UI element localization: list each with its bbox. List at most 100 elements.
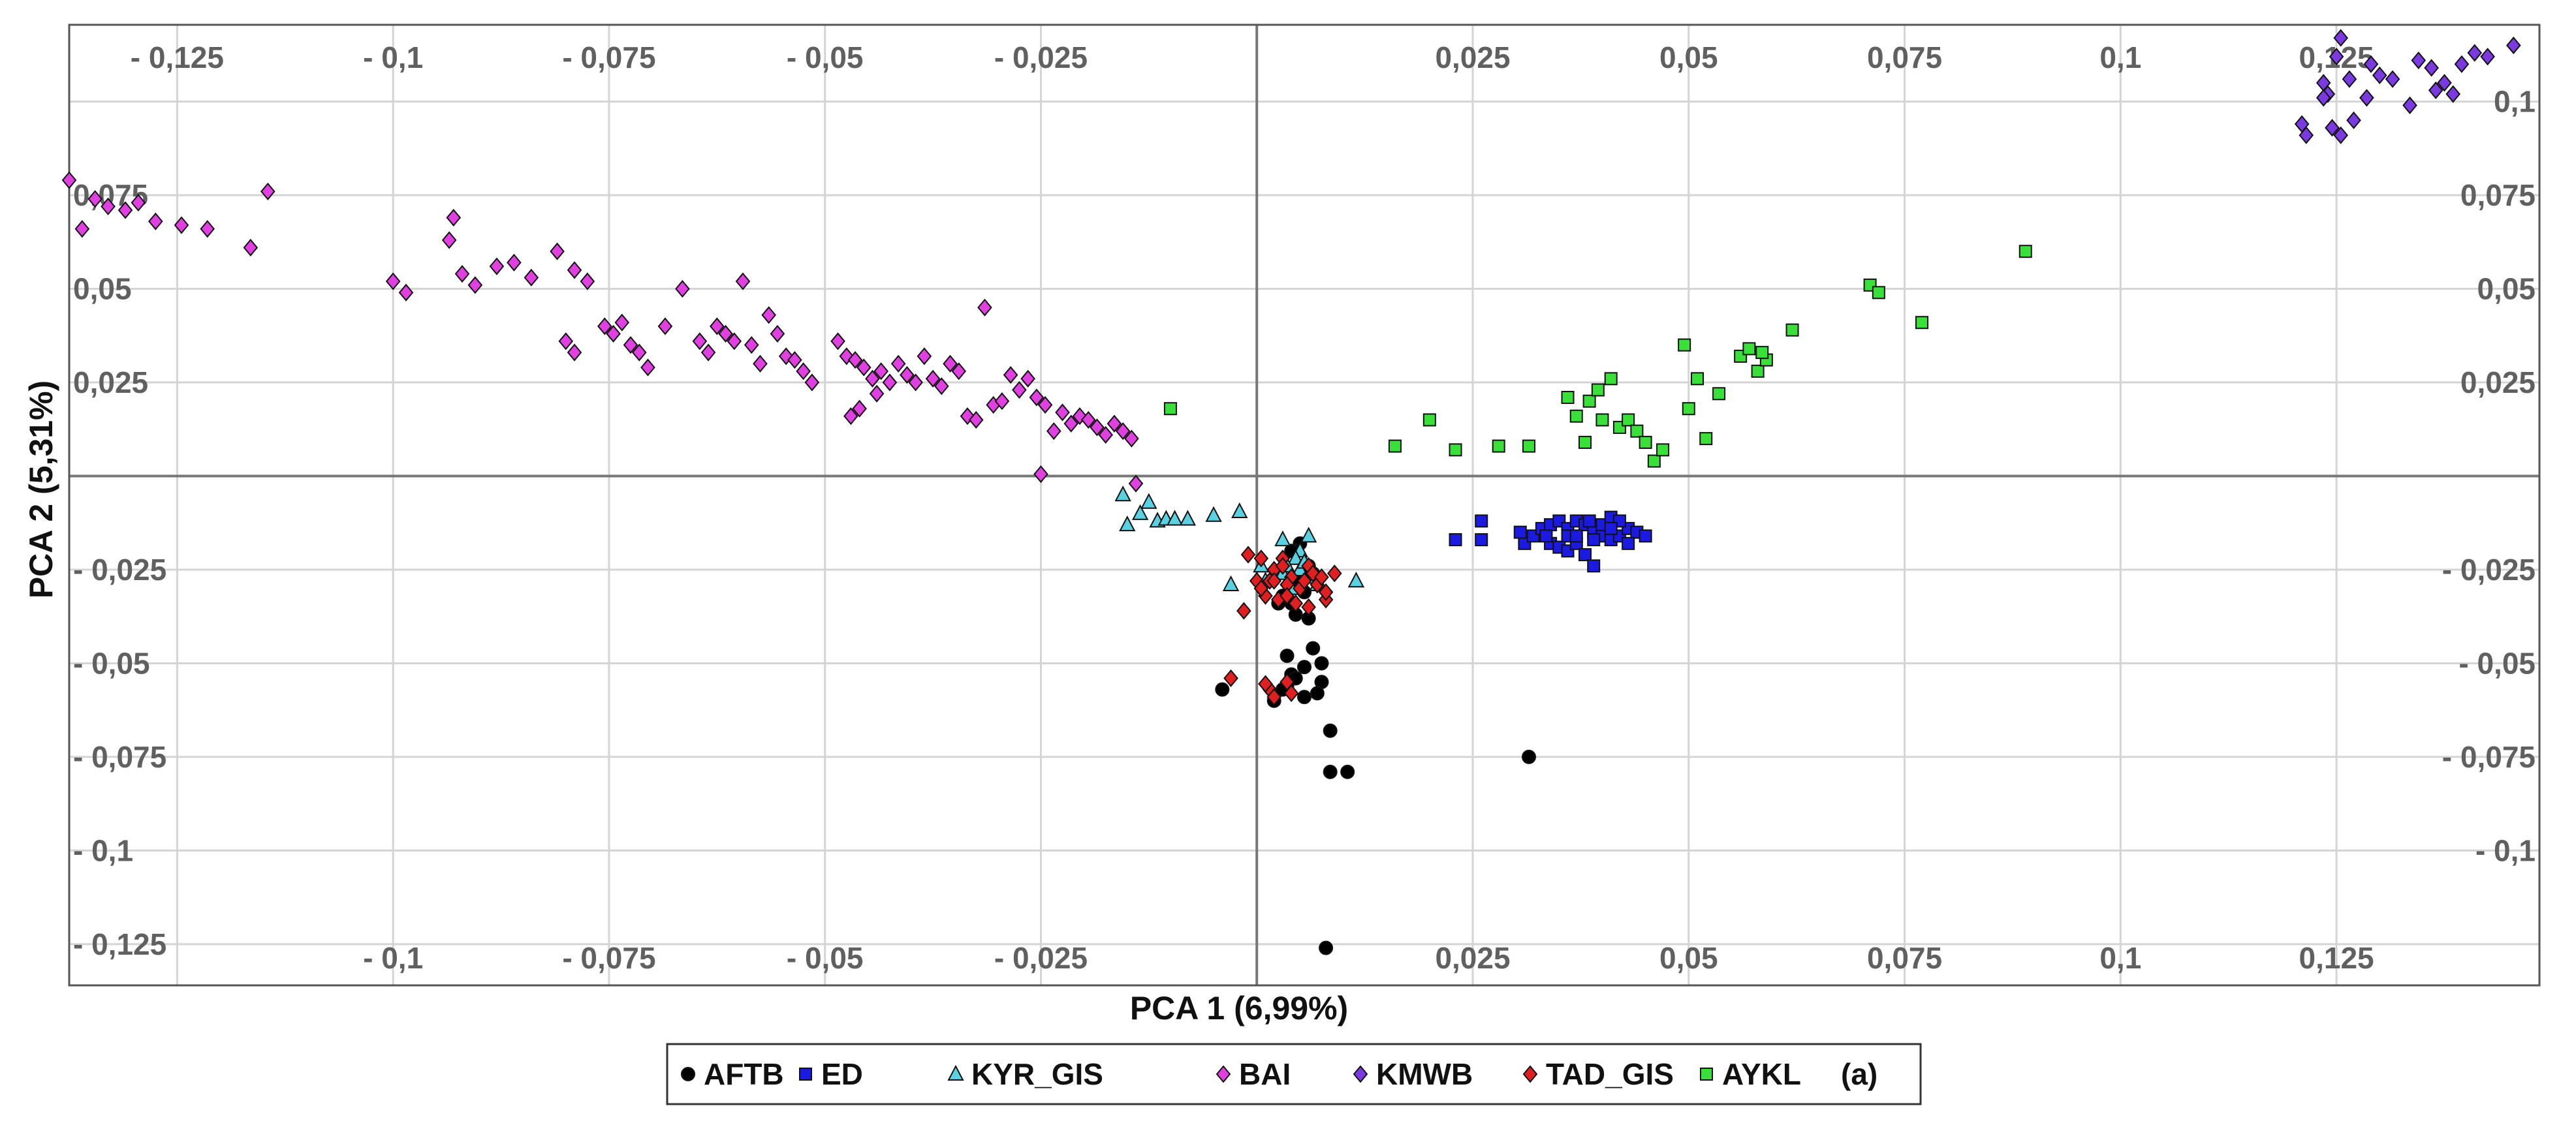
point-aykl-28 xyxy=(1785,323,1799,337)
point-bai-30 xyxy=(675,280,690,298)
point-kyr-gis-8 xyxy=(1205,506,1222,522)
x-tick-label-bottom-4: 0,025 xyxy=(1435,941,1510,975)
point-aykl-14 xyxy=(1630,424,1644,438)
legend-marker-aftb xyxy=(681,1067,695,1081)
point-bai-76 xyxy=(1098,425,1113,444)
y-tick-label-left-2: 0,025 xyxy=(73,365,148,399)
point-aykl-8 xyxy=(1582,394,1596,408)
legend-item-bai: BAI xyxy=(1216,1057,1291,1091)
point-kmwb-2 xyxy=(2316,89,2331,107)
point-kyr-gis-16 xyxy=(1222,575,1240,591)
point-bai-24 xyxy=(606,324,621,343)
point-aykl-27 xyxy=(1755,346,1769,360)
point-bai-48 xyxy=(856,358,872,377)
point-aftb-21 xyxy=(1310,686,1325,701)
point-bai-16 xyxy=(467,276,483,294)
zero-axes xyxy=(69,25,2539,985)
y-tick-label-right-6: - 0,075 xyxy=(2442,740,2536,774)
point-aftb-24 xyxy=(1323,723,1338,738)
point-bai-53 xyxy=(900,366,915,384)
point-kmwb-6 xyxy=(2359,89,2374,107)
point-bai-6 xyxy=(174,216,189,234)
x-tick-label-top-6: 0,05 xyxy=(1659,40,1718,74)
point-aftb-23 xyxy=(1215,682,1230,697)
point-tad-gis-22 xyxy=(1266,688,1281,706)
x-tick-label-bottom-6: 0,075 xyxy=(1867,941,1942,975)
point-aykl-16 xyxy=(1647,454,1661,468)
point-bai-9 xyxy=(74,220,90,238)
legend-marker-ed xyxy=(799,1068,812,1081)
point-bai-3 xyxy=(118,201,133,219)
legend-item-aykl: AYKL xyxy=(1700,1057,1801,1091)
point-bai-42 xyxy=(787,351,802,369)
legend-label-aftb: AFTB xyxy=(704,1057,784,1091)
point-bai-49 xyxy=(865,369,880,388)
y-tick-label-right-1: 0,075 xyxy=(2460,178,2536,212)
y-tick-label-right-3: 0,025 xyxy=(2460,365,2536,399)
point-bai-4 xyxy=(131,194,146,212)
point-aykl-4 xyxy=(1522,439,1535,453)
point-bai-38 xyxy=(753,354,768,373)
point-tad-gis-15 xyxy=(1236,602,1251,620)
point-bai-82 xyxy=(852,399,867,418)
legend-item-aftb: AFTB xyxy=(681,1057,784,1091)
point-bai-58 xyxy=(943,354,958,373)
point-bai-86 xyxy=(1128,474,1144,493)
point-tad-gis-29 xyxy=(1301,598,1316,616)
point-tad-gis-27 xyxy=(1314,568,1329,587)
point-bai-43 xyxy=(796,362,811,380)
point-aykl-21 xyxy=(1699,432,1713,446)
point-kmwb-7 xyxy=(2372,66,2387,85)
y-tick-label-left-1: 0,05 xyxy=(73,272,132,306)
point-ed-34 xyxy=(1604,521,1618,535)
point-bai-68 xyxy=(1029,388,1045,407)
point-ed-28 xyxy=(1622,536,1635,550)
point-bai-0 xyxy=(61,171,77,189)
point-kmwb-22 xyxy=(2506,37,2521,55)
series-kmwb xyxy=(2294,29,2521,144)
point-tad-gis-25 xyxy=(1280,673,1295,691)
point-aykl-13 xyxy=(1622,413,1635,427)
point-kyr-gis-2 xyxy=(1114,485,1131,502)
point-kyr-gis-11 xyxy=(1300,527,1317,543)
y-axis-title: PCA 2 (5,31%) xyxy=(23,380,59,598)
point-ed-23 xyxy=(1579,548,1592,562)
plot-area-border xyxy=(68,23,2541,987)
point-bai-8 xyxy=(243,238,259,257)
point-bai-37 xyxy=(744,336,759,354)
point-ed-33 xyxy=(1569,529,1583,543)
point-aykl-5 xyxy=(1561,391,1575,405)
point-bai-79 xyxy=(1124,429,1139,448)
point-bai-55 xyxy=(917,347,932,365)
point-bai-7 xyxy=(200,220,215,238)
point-bai-57 xyxy=(934,377,949,395)
point-aftb-13 xyxy=(1314,656,1329,671)
point-tad-gis-30 xyxy=(1266,572,1281,590)
x-tick-label-bottom-1: - 0,075 xyxy=(562,941,655,975)
point-tad-gis-14 xyxy=(1296,572,1312,590)
point-bai-74 xyxy=(1080,410,1096,429)
point-bai-18 xyxy=(507,253,522,271)
point-bai-61 xyxy=(968,410,984,429)
point-bai-59 xyxy=(951,362,967,380)
point-aykl-6 xyxy=(1569,409,1583,423)
x-tick-labels-bottom: - 0,1 - 0,075 - 0,05 - 0,025 0,025 0,05 0,075 0… xyxy=(363,941,2374,975)
point-kmwb-8 xyxy=(2385,70,2400,88)
point-aykl-32 xyxy=(2018,245,2032,258)
panel-label: (a) xyxy=(1841,1057,1877,1091)
point-bai-28 xyxy=(640,358,655,377)
point-aykl-18 xyxy=(1678,338,1691,352)
point-bai-81 xyxy=(869,384,885,403)
point-bai-5 xyxy=(148,212,163,230)
point-bai-29 xyxy=(657,317,673,335)
point-ed-1 xyxy=(1475,514,1488,528)
legend-marker-aykl xyxy=(1700,1068,1713,1081)
point-aykl-24 xyxy=(1742,342,1756,356)
point-bai-67 xyxy=(1020,369,1035,388)
point-bai-70 xyxy=(1046,422,1061,440)
point-bai-31 xyxy=(692,332,708,350)
series-tad-gis xyxy=(1223,546,1342,706)
point-aykl-25 xyxy=(1751,364,1765,378)
x-tick-label-bottom-2: - 0,05 xyxy=(787,941,864,975)
x-tick-label-bottom-5: 0,05 xyxy=(1659,941,1718,975)
